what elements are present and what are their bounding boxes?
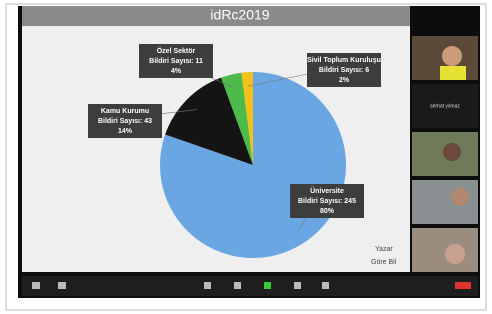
avatar <box>445 244 465 264</box>
value-label: Bildiri Sayısı: 43 <box>98 118 152 125</box>
reactions-button[interactable] <box>322 282 329 289</box>
category-label: Sivil Toplum Kuruluşu <box>307 57 381 64</box>
video-tile <box>412 180 478 224</box>
category-label: Özel Sektör <box>157 46 196 55</box>
mic-button[interactable] <box>32 282 40 289</box>
video-tile <box>412 228 478 272</box>
percent-label: 4% <box>171 68 182 75</box>
slide-footer: Göre Bil <box>371 259 397 266</box>
participant-name: serhat yılmaz <box>430 103 460 109</box>
category-label: Kamu Kurumu <box>101 108 149 115</box>
avatar <box>442 46 462 66</box>
chat-button[interactable] <box>234 282 241 289</box>
leave-button[interactable] <box>455 282 471 289</box>
value-label: Bildiri Sayısı: 6 <box>319 67 369 74</box>
participants-button[interactable] <box>204 282 211 289</box>
percent-label: 14% <box>118 128 133 135</box>
screenshot: idRc2019 Üniversite Bildiri Sayısı: 245 80… <box>0 0 492 314</box>
avatar <box>443 143 461 161</box>
video-tiles: serhat yılmaz <box>412 36 478 272</box>
avatar <box>451 188 469 206</box>
toolbar <box>22 276 478 296</box>
record-button[interactable] <box>294 282 301 289</box>
percent-label: 2% <box>339 77 350 84</box>
value-label: Bildiri Sayısı: 245 <box>298 198 356 205</box>
slide-title: idRc2019 <box>210 7 269 23</box>
avatar <box>440 66 466 80</box>
category-label: Üniversite <box>310 186 344 195</box>
percent-label: 80% <box>320 208 335 215</box>
slide-footer: Yazar <box>375 246 393 253</box>
share-button[interactable] <box>264 282 271 289</box>
value-label: Bildiri Sayısı: 11 <box>149 58 203 65</box>
camera-button[interactable] <box>58 282 66 289</box>
